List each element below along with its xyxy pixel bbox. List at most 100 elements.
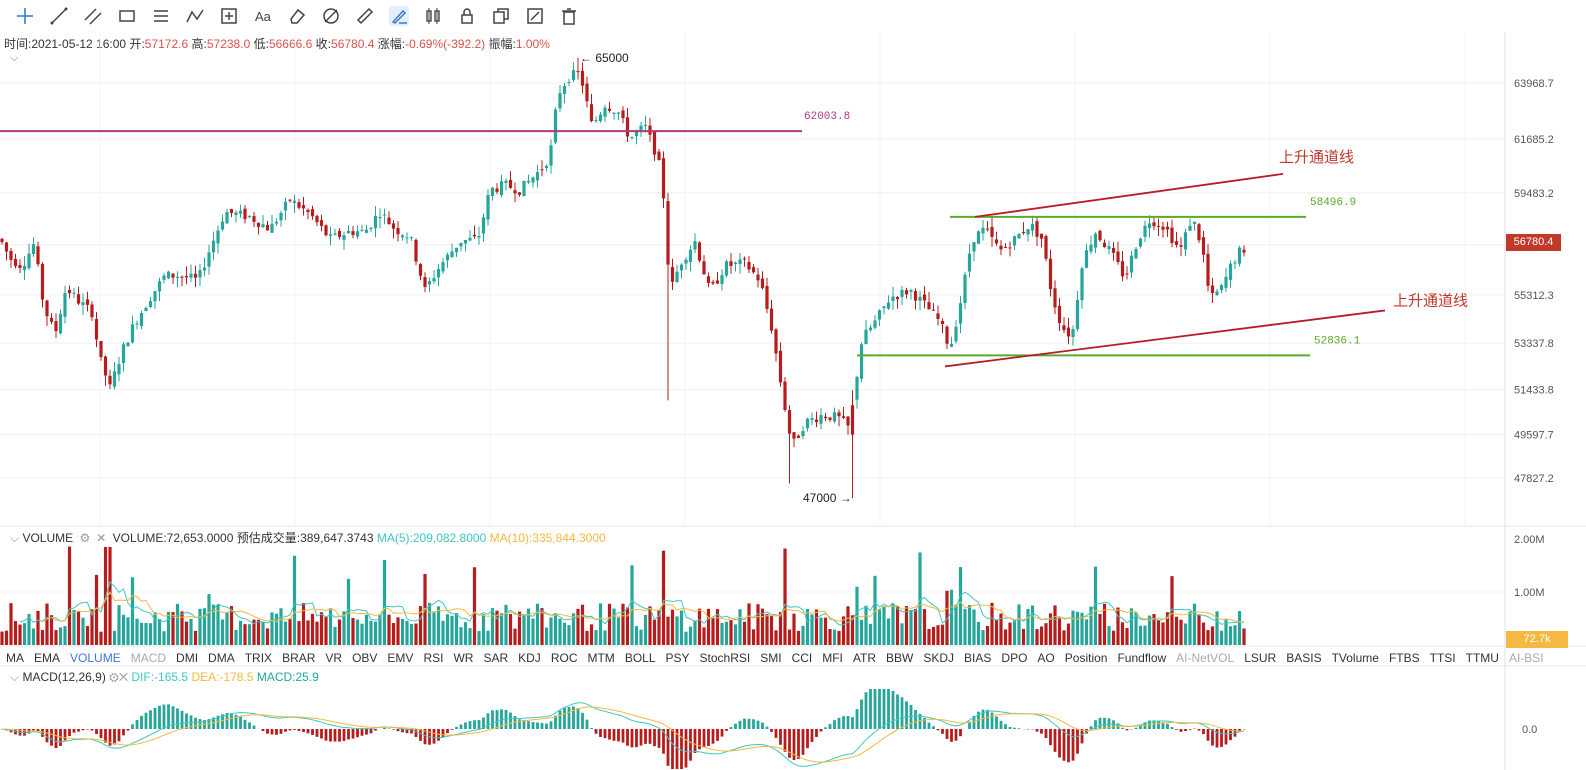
volume-bar bbox=[666, 616, 670, 645]
indicator-tab-boll[interactable]: BOLL bbox=[624, 651, 656, 665]
volume-bar bbox=[432, 611, 436, 645]
gear-icon[interactable]: ⚙ bbox=[79, 531, 91, 545]
price-chart[interactable]: 63968.761685.259483.257359.855312.353337… bbox=[0, 32, 1586, 770]
volume-bar bbox=[958, 567, 963, 645]
volume-bar bbox=[1093, 566, 1098, 645]
parallel-line-icon[interactable] bbox=[76, 0, 110, 32]
volume-bar bbox=[1134, 612, 1138, 645]
volume-bar bbox=[1071, 610, 1075, 645]
volume-ma10-line bbox=[42, 591, 1245, 624]
candle-body bbox=[1242, 249, 1246, 253]
indicator-tab-kdj[interactable]: KDJ bbox=[518, 651, 541, 665]
indicator-tab-sar[interactable]: SAR bbox=[483, 651, 509, 665]
volume-bar bbox=[459, 627, 463, 645]
candle-body bbox=[607, 108, 612, 111]
copy-icon[interactable] bbox=[484, 0, 518, 32]
macd-histogram-bar bbox=[662, 729, 665, 754]
indicator-tab-trix[interactable]: TRIX bbox=[244, 651, 273, 665]
measure-icon[interactable] bbox=[212, 0, 246, 32]
indicator-tab-lsur[interactable]: LSUR bbox=[1244, 651, 1277, 665]
macd-histogram-bar bbox=[392, 729, 395, 730]
macd-histogram-bar bbox=[959, 729, 962, 737]
indicator-tab-vr[interactable]: VR bbox=[325, 651, 343, 665]
macd-histogram-bar bbox=[68, 729, 71, 737]
brush-icon[interactable] bbox=[382, 0, 416, 32]
indicator-tab-ao[interactable]: AO bbox=[1037, 651, 1055, 665]
chevron-down-icon[interactable]: ⌵ bbox=[10, 52, 19, 64]
lock-icon[interactable] bbox=[450, 0, 484, 32]
indicator-tab-stochrsi[interactable]: StochRSI bbox=[699, 651, 751, 665]
edit-icon[interactable] bbox=[518, 0, 552, 32]
horizontal-lines-icon[interactable] bbox=[144, 0, 178, 32]
volume-bar bbox=[981, 630, 985, 645]
indicator-tab-roc[interactable]: ROC bbox=[550, 651, 578, 665]
volume-estimate: 预估成交量:389,647.3743 bbox=[236, 531, 374, 545]
hide-icon[interactable] bbox=[314, 0, 348, 32]
indicator-tab-ema[interactable]: EMA bbox=[34, 651, 61, 665]
volume-bar bbox=[76, 611, 81, 645]
macd-histogram-bar bbox=[635, 729, 638, 748]
volume-bar bbox=[607, 603, 612, 645]
indicator-tab-tvolume[interactable]: TVolume bbox=[1331, 651, 1379, 665]
fibonacci-icon[interactable] bbox=[178, 0, 212, 32]
indicator-tab-volume[interactable]: VOLUME bbox=[70, 651, 121, 665]
volume-bar bbox=[324, 616, 328, 645]
candle-body bbox=[427, 281, 432, 285]
candle-body bbox=[760, 278, 765, 289]
indicator-tab-bbw[interactable]: BBW bbox=[886, 651, 914, 665]
volume-bar bbox=[427, 602, 432, 645]
indicator-tab-dmi[interactable]: DMI bbox=[176, 651, 199, 665]
macd-histogram-bar bbox=[648, 729, 652, 744]
candle-body bbox=[247, 216, 252, 218]
macd-histogram-bar bbox=[774, 729, 778, 738]
indicator-tab-ttsi[interactable]: TTSI bbox=[1429, 651, 1456, 665]
candle-body bbox=[724, 261, 729, 276]
indicator-tab-mtm[interactable]: MTM bbox=[587, 651, 615, 665]
candle-body bbox=[252, 216, 256, 222]
chevron-down-icon[interactable]: ⌵ bbox=[10, 670, 20, 684]
close-icon[interactable]: ✕ bbox=[96, 531, 107, 545]
trash-icon[interactable] bbox=[552, 0, 586, 32]
rectangle-icon[interactable] bbox=[110, 0, 144, 32]
indicator-tab-dma[interactable]: DMA bbox=[208, 651, 235, 665]
candle-icon[interactable] bbox=[416, 0, 450, 32]
macd-histogram-bar bbox=[761, 722, 764, 729]
indicator-tab-ttmu[interactable]: TTMU bbox=[1465, 651, 1499, 665]
indicator-tab-smi[interactable]: SMI bbox=[760, 651, 782, 665]
indicator-tab-fundflow[interactable]: Fundflow bbox=[1117, 651, 1167, 665]
indicator-tab-rsi[interactable]: RSI bbox=[423, 651, 444, 665]
indicator-tab-mfi[interactable]: MFI bbox=[822, 651, 843, 665]
indicator-tab-skdj[interactable]: SKDJ bbox=[923, 651, 955, 665]
indicator-tab-macd[interactable]: MACD bbox=[130, 651, 167, 665]
indicator-tab-brar[interactable]: BRAR bbox=[282, 651, 316, 665]
indicator-tab-psy[interactable]: PSY bbox=[665, 651, 690, 665]
macd-histogram-bar bbox=[824, 727, 827, 729]
indicator-tab-bias[interactable]: BIAS bbox=[964, 651, 992, 665]
indicator-tab-ai-bsi[interactable]: AI-BSI bbox=[1508, 651, 1544, 665]
indicator-tab-ma[interactable]: MA bbox=[6, 651, 24, 665]
indicator-tab-cci[interactable]: CCI bbox=[791, 651, 813, 665]
indicator-tab-dpo[interactable]: DPO bbox=[1001, 651, 1028, 665]
indicator-tab-emv[interactable]: EMV bbox=[387, 651, 414, 665]
volume-bar bbox=[387, 614, 391, 645]
indicator-tab-wr[interactable]: WR bbox=[453, 651, 474, 665]
eraser-icon[interactable] bbox=[280, 0, 314, 32]
volume-bar bbox=[868, 623, 873, 645]
trend-line-icon[interactable] bbox=[42, 0, 76, 32]
candle-body bbox=[175, 276, 180, 278]
ruler-icon[interactable] bbox=[348, 0, 382, 32]
indicator-tab-atr[interactable]: ATR bbox=[852, 651, 877, 665]
macd-histogram-bar bbox=[45, 729, 49, 743]
candle-body bbox=[580, 70, 585, 86]
gear-icon[interactable]: ⚙ bbox=[109, 670, 119, 684]
chevron-down-icon[interactable]: ⌵ bbox=[10, 531, 20, 545]
indicator-tab-basis[interactable]: BASIS bbox=[1286, 651, 1322, 665]
indicator-tab-ai-netvol[interactable]: AI-NetVOL bbox=[1176, 651, 1235, 665]
close-icon[interactable]: ✕ bbox=[118, 670, 129, 684]
indicator-tab-position[interactable]: Position bbox=[1064, 651, 1108, 665]
crosshair-icon[interactable] bbox=[8, 0, 42, 32]
indicator-tab-ftbs[interactable]: FTBS bbox=[1388, 651, 1420, 665]
text-icon[interactable]: Aa bbox=[246, 0, 280, 32]
volume-bar bbox=[405, 620, 409, 645]
indicator-tab-obv[interactable]: OBV bbox=[352, 651, 378, 665]
